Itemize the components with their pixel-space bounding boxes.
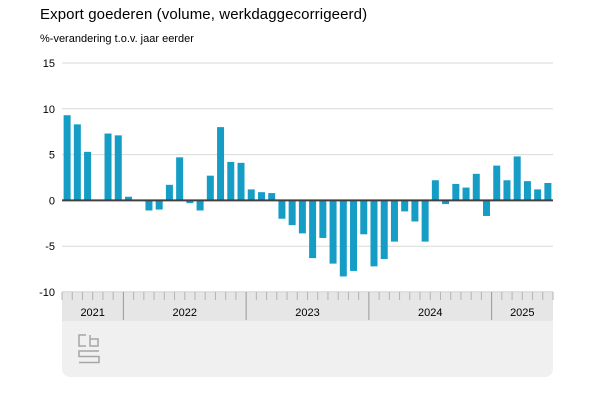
bar — [84, 151, 92, 201]
bar — [288, 200, 296, 226]
bar — [503, 180, 511, 201]
bar — [513, 156, 521, 201]
y-tick-label: 0 — [49, 195, 55, 207]
bar — [217, 127, 225, 201]
bar — [483, 200, 491, 216]
chart-footer — [62, 321, 553, 377]
bar — [493, 165, 501, 201]
bar — [237, 162, 245, 201]
bar — [390, 200, 398, 242]
bar — [380, 200, 388, 260]
bar — [227, 161, 235, 201]
y-tick-label: 5 — [49, 150, 55, 162]
bar — [155, 200, 163, 210]
bar — [329, 200, 337, 264]
bar — [124, 196, 132, 201]
bar — [462, 187, 470, 201]
bar — [442, 200, 450, 205]
bar — [523, 181, 531, 201]
y-tick-label: -10 — [39, 287, 55, 299]
bar — [319, 200, 327, 238]
y-tick-label: -5 — [45, 241, 55, 253]
bar — [176, 157, 184, 201]
chart-subtitle: %-verandering t.o.v. jaar eerder — [40, 33, 194, 45]
y-tick-label: 10 — [43, 104, 55, 116]
bar — [421, 200, 429, 242]
bar — [452, 183, 460, 201]
bar — [350, 200, 358, 271]
bar — [339, 200, 347, 277]
cbs-logo — [78, 334, 100, 364]
bar — [104, 133, 112, 201]
bar — [360, 200, 368, 235]
bar — [370, 200, 378, 267]
y-tick-label: 15 — [43, 58, 55, 70]
chart-title: Export goederen (volume, werkdaggecorrig… — [40, 6, 368, 23]
bar — [114, 135, 122, 201]
bar — [278, 200, 286, 219]
bar — [196, 200, 204, 211]
x-axis-band — [62, 291, 553, 321]
bar — [431, 180, 439, 201]
bar — [165, 184, 173, 201]
bar — [298, 200, 306, 234]
bar — [63, 115, 71, 201]
bar — [247, 189, 255, 201]
bar — [534, 189, 542, 201]
bar — [411, 200, 419, 222]
bar — [268, 193, 276, 201]
bar — [544, 182, 552, 201]
bar — [73, 124, 81, 201]
bar — [186, 200, 194, 204]
bar — [472, 173, 480, 201]
bar — [309, 200, 317, 259]
bar — [401, 200, 409, 212]
bar — [206, 175, 214, 201]
bar — [257, 192, 265, 201]
bar — [145, 200, 153, 211]
